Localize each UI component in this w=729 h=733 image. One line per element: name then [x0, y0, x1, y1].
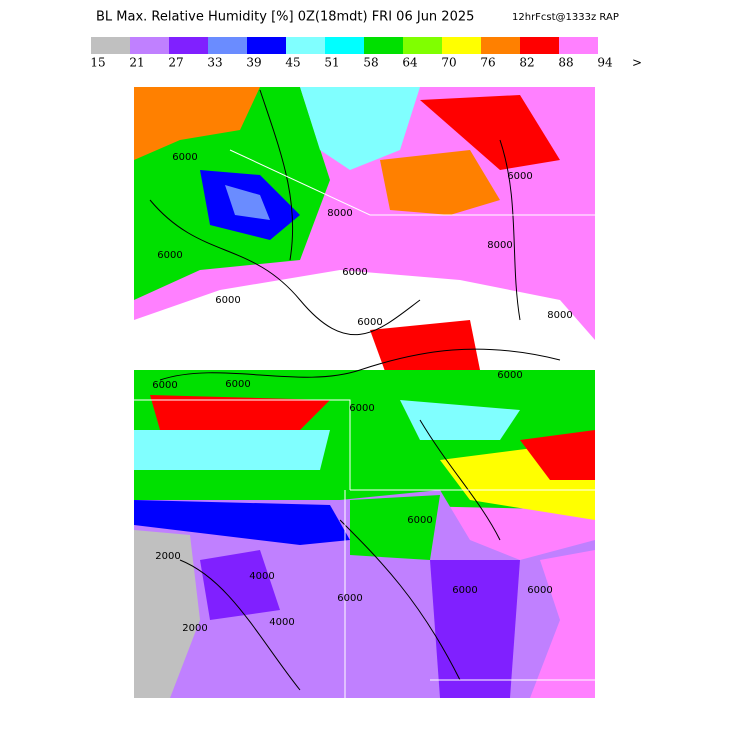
humidity-field — [134, 87, 595, 698]
contour-label: 2000 — [182, 623, 207, 634]
legend-swatch — [403, 37, 442, 54]
legend-label: 82 — [519, 56, 534, 70]
legend-label: 33 — [207, 56, 222, 70]
title: BL Max. Relative Humidity [%] 0Z(18mdt) … — [96, 10, 474, 25]
legend-swatch — [442, 37, 481, 54]
legend-swatch — [325, 37, 364, 54]
legend-swatch — [520, 37, 559, 54]
legend-swatch — [208, 37, 247, 54]
legend-label: 45 — [285, 56, 300, 70]
contour-label: 6000 — [497, 370, 522, 381]
legend-label: > — [632, 56, 642, 70]
contour-label: 4000 — [249, 571, 274, 582]
contour-label: 6000 — [527, 585, 552, 596]
legend-label: 15 — [90, 56, 105, 70]
contour-label: 6000 — [349, 403, 374, 414]
contour-label: 8000 — [487, 240, 512, 251]
legend-swatch — [286, 37, 325, 54]
contour-label: 6000 — [452, 585, 477, 596]
legend-label: 58 — [363, 56, 378, 70]
legend-swatch — [130, 37, 169, 54]
legend-swatch — [91, 37, 130, 54]
legend-label: 94 — [597, 56, 613, 70]
legend-label: 39 — [246, 56, 261, 70]
legend-label: 27 — [168, 56, 183, 70]
contour-label: 6000 — [507, 171, 532, 182]
legend-swatch — [169, 37, 208, 54]
contour-label: 4000 — [269, 617, 294, 628]
contour-label: 6000 — [407, 515, 432, 526]
run-info: 12hrFcst@1333z RAP — [512, 12, 619, 23]
legend-label: 76 — [480, 56, 495, 70]
legend-swatch — [364, 37, 403, 54]
contour-label: 8000 — [547, 310, 572, 321]
legend-swatch — [481, 37, 520, 54]
legend: 15 21 27 33 39 45 51 58 64 70 76 82 88 94 > — [90, 37, 642, 70]
contour-label: 6000 — [337, 593, 362, 604]
legend-swatch — [559, 37, 598, 54]
contour-label: 6000 — [225, 379, 250, 390]
contour-label: 6000 — [157, 250, 182, 261]
legend-label: 64 — [402, 56, 418, 70]
contour-label: 6000 — [215, 295, 240, 306]
map: 6000 8000 6000 6000 8000 6000 6000 6000 6000 8000… — [134, 87, 595, 698]
legend-swatch — [247, 37, 286, 54]
contour-label: 6000 — [357, 317, 382, 328]
legend-label: 70 — [441, 56, 456, 70]
contour-label: 6000 — [172, 152, 197, 163]
contour-label: 2000 — [155, 551, 180, 562]
legend-label: 88 — [558, 56, 573, 70]
contour-label: 6000 — [152, 380, 177, 391]
contour-label: 6000 — [342, 267, 367, 278]
legend-label: 21 — [129, 56, 144, 70]
contour-label: 8000 — [327, 208, 352, 219]
legend-label: 51 — [324, 56, 339, 70]
